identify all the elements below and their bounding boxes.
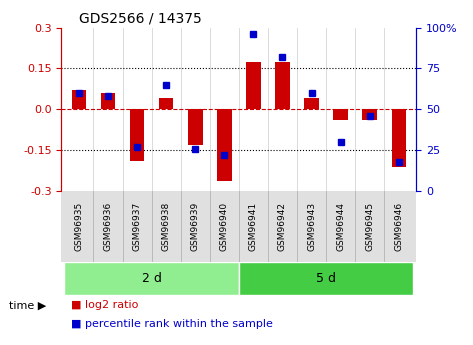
Text: ■ log2 ratio: ■ log2 ratio [71,300,138,310]
Text: GSM96943: GSM96943 [307,201,316,251]
Bar [217,109,232,181]
Text: GSM96939: GSM96939 [191,201,200,251]
Text: GSM96946: GSM96946 [394,201,403,251]
Text: ■ percentile rank within the sample: ■ percentile rank within the sample [71,319,273,329]
Text: GSM96945: GSM96945 [365,201,374,251]
Text: GSM96936: GSM96936 [104,201,113,251]
Bar [159,98,174,109]
Bar [275,62,290,109]
Bar [130,109,144,161]
Bar [304,98,319,109]
Text: GSM96935: GSM96935 [74,201,83,251]
Text: GSM96942: GSM96942 [278,201,287,251]
Text: 2 d: 2 d [142,272,162,285]
Text: GSM96941: GSM96941 [249,201,258,251]
Text: GSM96944: GSM96944 [336,201,345,251]
Bar [362,109,377,120]
Text: 5 d: 5 d [316,272,336,285]
Text: GSM96938: GSM96938 [162,201,171,251]
Text: GSM96937: GSM96937 [132,201,141,251]
Bar [333,109,348,120]
Bar [246,62,261,109]
FancyBboxPatch shape [239,262,413,295]
Bar [188,109,202,145]
Text: GSM96940: GSM96940 [220,201,229,251]
Bar [101,93,115,109]
Text: GDS2566 / 14375: GDS2566 / 14375 [79,11,202,25]
Bar [392,109,406,167]
FancyBboxPatch shape [64,262,239,295]
Text: time ▶: time ▶ [9,300,47,310]
Bar [72,90,86,109]
